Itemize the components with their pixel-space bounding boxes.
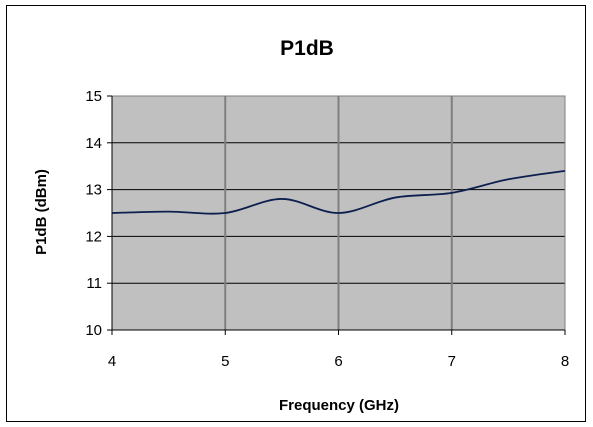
y-axis-title: P1dB (dBm) (33, 169, 50, 255)
chart-title: P1dB (280, 37, 334, 60)
y-tick-label: 15 (85, 88, 102, 105)
y-tick-label: 11 (86, 275, 102, 292)
x-tick-label: 5 (221, 353, 229, 370)
x-tick-label: 4 (108, 353, 116, 370)
x-tick-label: 8 (561, 353, 569, 370)
x-tick-label: 6 (334, 353, 342, 370)
y-tick-label: 10 (85, 322, 102, 339)
x-axis-title: Frequency (GHz) (279, 397, 399, 414)
y-tick-label: 13 (85, 182, 102, 199)
y-tick-label: 14 (85, 135, 102, 152)
x-tick-label: 7 (448, 353, 456, 370)
series-layer (111, 169, 566, 215)
y-tick-label: 12 (85, 228, 102, 245)
tick-labels: 10 11 12 13 14 15 4 5 6 7 8 (85, 88, 569, 370)
